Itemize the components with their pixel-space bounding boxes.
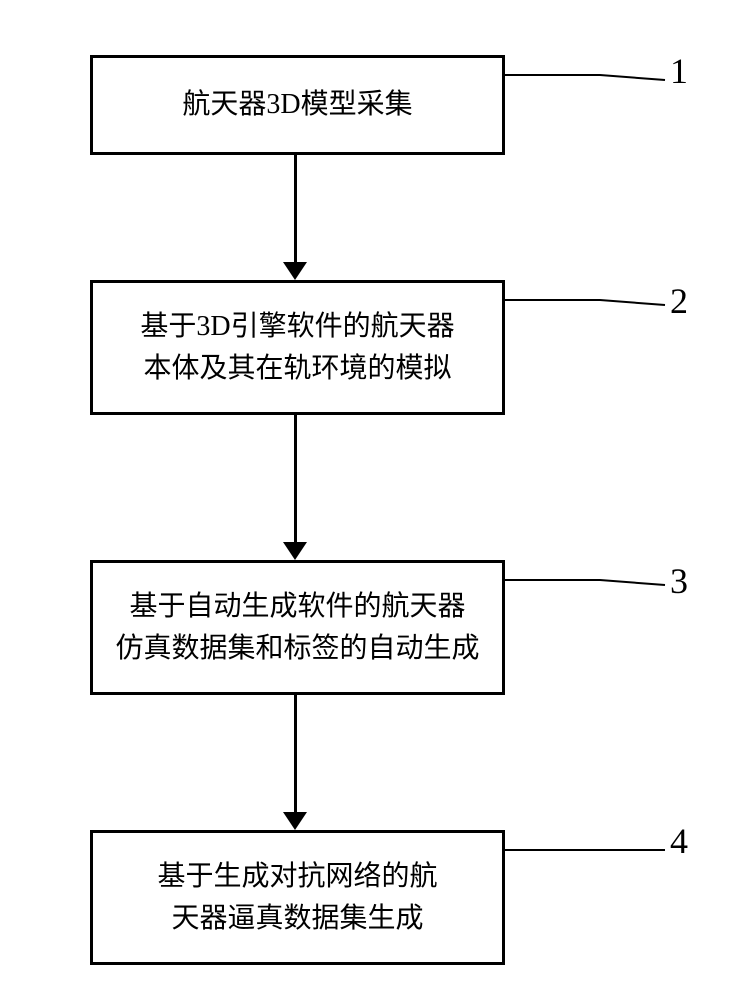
flow-node-2: 基于3D引擎软件的航天器 本体及其在轨环境的模拟 (90, 280, 505, 415)
arrow-3-4 (294, 695, 297, 813)
flow-tag-4: 4 (670, 820, 688, 862)
flow-node-3-text: 基于自动生成软件的航天器 仿真数据集和标签的自动生成 (115, 586, 479, 670)
flow-node-1: 航天器3D模型采集 (90, 55, 505, 155)
arrow-head-1-2 (283, 262, 307, 280)
flow-node-4: 基于生成对抗网络的航 天器逼真数据集生成 (90, 830, 505, 965)
flow-node-4-text: 基于生成对抗网络的航 天器逼真数据集生成 (157, 856, 437, 940)
arrow-head-3-4 (283, 812, 307, 830)
flow-node-1-text: 航天器3D模型采集 (182, 84, 412, 126)
flow-tag-3: 3 (670, 560, 688, 602)
flow-node-3: 基于自动生成软件的航天器 仿真数据集和标签的自动生成 (90, 560, 505, 695)
flowchart-canvas: 航天器3D模型采集 1 基于3D引擎软件的航天器 本体及其在轨环境的模拟 2 基… (0, 0, 737, 1000)
arrow-1-2 (294, 155, 297, 268)
flow-node-2-text: 基于3D引擎软件的航天器 本体及其在轨环境的模拟 (140, 306, 454, 390)
arrow-2-3 (294, 415, 297, 543)
flow-tag-1: 1 (670, 50, 688, 92)
flow-tag-2: 2 (670, 280, 688, 322)
arrow-head-2-3 (283, 542, 307, 560)
